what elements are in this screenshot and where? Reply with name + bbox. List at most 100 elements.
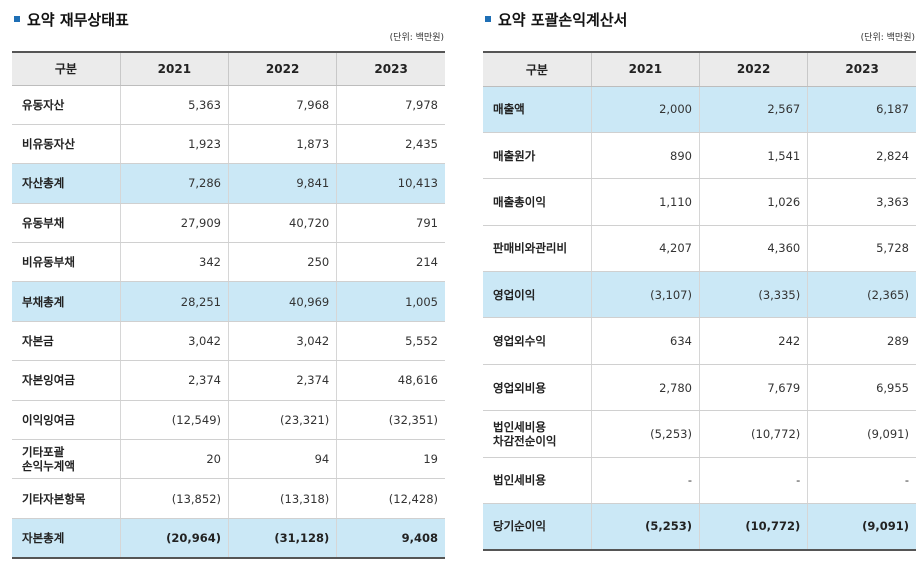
value-cell-2022: 4,360	[698, 225, 808, 273]
header-category: 구분	[483, 52, 592, 87]
table-row: 유동부채 27,909 40,720 791	[12, 203, 445, 244]
table-row: 비유동자산 1,923 1,873 2,435	[12, 124, 445, 165]
table-row: 자본잉여금 2,374 2,374 48,616	[12, 360, 445, 401]
value-cell-2023: 10,413	[336, 163, 445, 204]
value-cell-2021: -	[590, 457, 700, 505]
value-cell-2022: 2,567	[698, 86, 808, 133]
value-cell-2023: (12,428)	[336, 478, 445, 519]
row-label: 영업외비용	[483, 364, 592, 412]
value-cell-2022: (3,335)	[698, 271, 808, 319]
row-label: 부채총계	[12, 281, 121, 322]
value-cell-2022: (10,772)	[698, 410, 808, 458]
value-cell-2021: (13,852)	[119, 478, 229, 519]
value-cell-2022: 40,969	[227, 281, 337, 322]
value-cell-2023: 214	[336, 242, 445, 283]
title-bullet-icon	[485, 16, 491, 22]
balance-sheet-table: 구분 2021 2022 2023 유동자산 5,363 7,968 7,978 비유동…	[12, 51, 445, 559]
row-label: 비유동부채	[12, 242, 121, 283]
header-year-2022: 2022	[227, 52, 337, 86]
table-row: 영업외수익 634 242 289	[483, 317, 916, 365]
table-row: 법인세비용 - - -	[483, 457, 916, 505]
header-year-2021: 2021	[590, 52, 700, 87]
table-row: 유동자산 5,363 7,968 7,978	[12, 85, 445, 125]
row-label: 자산총계	[12, 163, 121, 204]
header-year-2021: 2021	[119, 52, 229, 86]
row-label: 매출액	[483, 86, 592, 133]
value-cell-2023: (9,091)	[807, 503, 916, 551]
value-cell-2022: (10,772)	[698, 503, 808, 551]
table-row: 영업이익 (3,107) (3,335) (2,365)	[483, 271, 916, 319]
balance-sheet-title: 요약 재무상태표	[12, 9, 129, 29]
header-year-2023: 2023	[336, 52, 445, 86]
value-cell-2023: 5,728	[807, 225, 916, 273]
value-cell-2022: (31,128)	[227, 518, 337, 559]
value-cell-2022: 1,873	[227, 124, 337, 165]
value-cell-2021: 1,110	[590, 178, 700, 226]
value-cell-2022: 3,042	[227, 321, 337, 362]
income-statement-table: 구분 2021 2022 2023 매출액 2,000 2,567 6,187 매출원가…	[483, 51, 916, 551]
row-label: 기타자본항목	[12, 478, 121, 519]
value-cell-2021: 2,374	[119, 360, 229, 401]
value-cell-2022: 9,841	[227, 163, 337, 204]
table-row: 자산총계 7,286 9,841 10,413	[12, 163, 445, 204]
row-label: 기타포괄 손익누계액	[12, 439, 121, 480]
value-cell-2021: 2,780	[590, 364, 700, 412]
row-label: 매출원가	[483, 132, 592, 180]
row-label: 이익잉여금	[12, 400, 121, 441]
row-label: 법인세비용	[483, 457, 592, 505]
value-cell-2021: (12,549)	[119, 400, 229, 441]
header-category: 구분	[12, 52, 121, 86]
value-cell-2022: 7,968	[227, 85, 337, 125]
value-cell-2023: 7,978	[336, 85, 445, 125]
value-cell-2021: 342	[119, 242, 229, 283]
table-row: 기타포괄 손익누계액 20 94 19	[12, 439, 445, 480]
row-label: 영업외수익	[483, 317, 592, 365]
income-statement-title: 요약 포괄손익계산서	[483, 9, 627, 29]
value-cell-2021: (5,253)	[590, 410, 700, 458]
value-cell-2021: 890	[590, 132, 700, 180]
value-cell-2022: 1,026	[698, 178, 808, 226]
row-label: 영업이익	[483, 271, 592, 319]
row-label: 당기순이익	[483, 503, 592, 551]
value-cell-2021: (3,107)	[590, 271, 700, 319]
row-label: 비유동자산	[12, 124, 121, 165]
balance-sheet-title-text: 요약 재무상태표	[27, 10, 129, 29]
value-cell-2023: -	[807, 457, 916, 505]
table-row: 자본총계 (20,964) (31,128) 9,408	[12, 518, 445, 559]
value-cell-2023: 19	[336, 439, 445, 480]
value-cell-2021: (5,253)	[590, 503, 700, 551]
table-row: 매출총이익 1,110 1,026 3,363	[483, 178, 916, 226]
value-cell-2021: (20,964)	[119, 518, 229, 559]
title-bullet-icon	[14, 16, 20, 22]
value-cell-2023: 48,616	[336, 360, 445, 401]
table-row: 법인세비용 차감전순이익 (5,253) (10,772) (9,091)	[483, 410, 916, 458]
value-cell-2023: 5,552	[336, 321, 445, 362]
value-cell-2021: 28,251	[119, 281, 229, 322]
income-statement-title-text: 요약 포괄손익계산서	[498, 10, 628, 29]
value-cell-2022: 2,374	[227, 360, 337, 401]
value-cell-2023: 6,187	[807, 86, 916, 133]
value-cell-2021: 4,207	[590, 225, 700, 273]
value-cell-2021: 2,000	[590, 86, 700, 133]
row-label: 자본총계	[12, 518, 121, 559]
value-cell-2023: 2,824	[807, 132, 916, 180]
value-cell-2021: 20	[119, 439, 229, 480]
value-cell-2021: 7,286	[119, 163, 229, 204]
value-cell-2023: 1,005	[336, 281, 445, 322]
value-cell-2021: 634	[590, 317, 700, 365]
value-cell-2022: (13,318)	[227, 478, 337, 519]
income-statement-unit: (단위: 백만원)	[860, 33, 915, 43]
table-row: 매출원가 890 1,541 2,824	[483, 132, 916, 180]
value-cell-2023: (2,365)	[807, 271, 916, 319]
header-year-2022: 2022	[698, 52, 808, 87]
value-cell-2022: (23,321)	[227, 400, 337, 441]
value-cell-2022: -	[698, 457, 808, 505]
row-label: 판매비와관리비	[483, 225, 592, 273]
value-cell-2022: 7,679	[698, 364, 808, 412]
value-cell-2021: 27,909	[119, 203, 229, 244]
value-cell-2021: 3,042	[119, 321, 229, 362]
table-row: 당기순이익 (5,253) (10,772) (9,091)	[483, 503, 916, 551]
row-label: 유동자산	[12, 85, 121, 125]
value-cell-2022: 250	[227, 242, 337, 283]
value-cell-2023: (32,351)	[336, 400, 445, 441]
